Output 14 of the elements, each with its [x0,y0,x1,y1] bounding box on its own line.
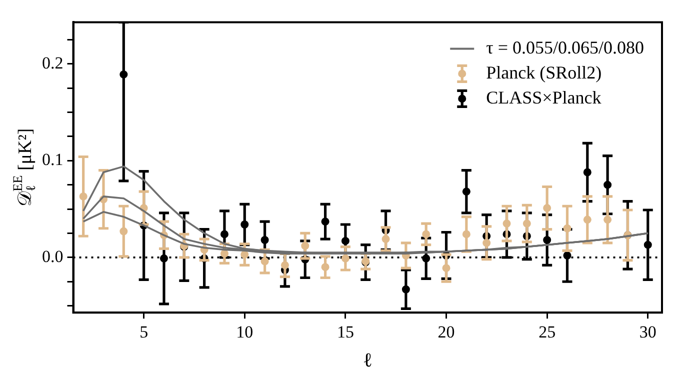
legend-label: CLASS×Planck [486,87,602,108]
x-tick-label: 30 [639,322,656,342]
y-tick-label: 0.1 [42,150,64,170]
x-tick-label: 10 [236,322,254,342]
x-tick-label: 15 [336,322,354,342]
y-tick-label: 0.2 [42,53,64,72]
x-axis-title: ℓ [362,349,372,372]
x-tick-label: 25 [538,322,556,342]
legend-label: τ = 0.055/0.065/0.080 [486,37,644,58]
x-tick-label: 20 [438,322,455,342]
y-axis-title: 𝒟ℓEE [μK²] [10,128,38,207]
x-tick-label: 5 [140,322,148,342]
y-tick-label: 0.0 [42,246,64,266]
legend-label: Planck (SRoll2) [486,62,602,82]
